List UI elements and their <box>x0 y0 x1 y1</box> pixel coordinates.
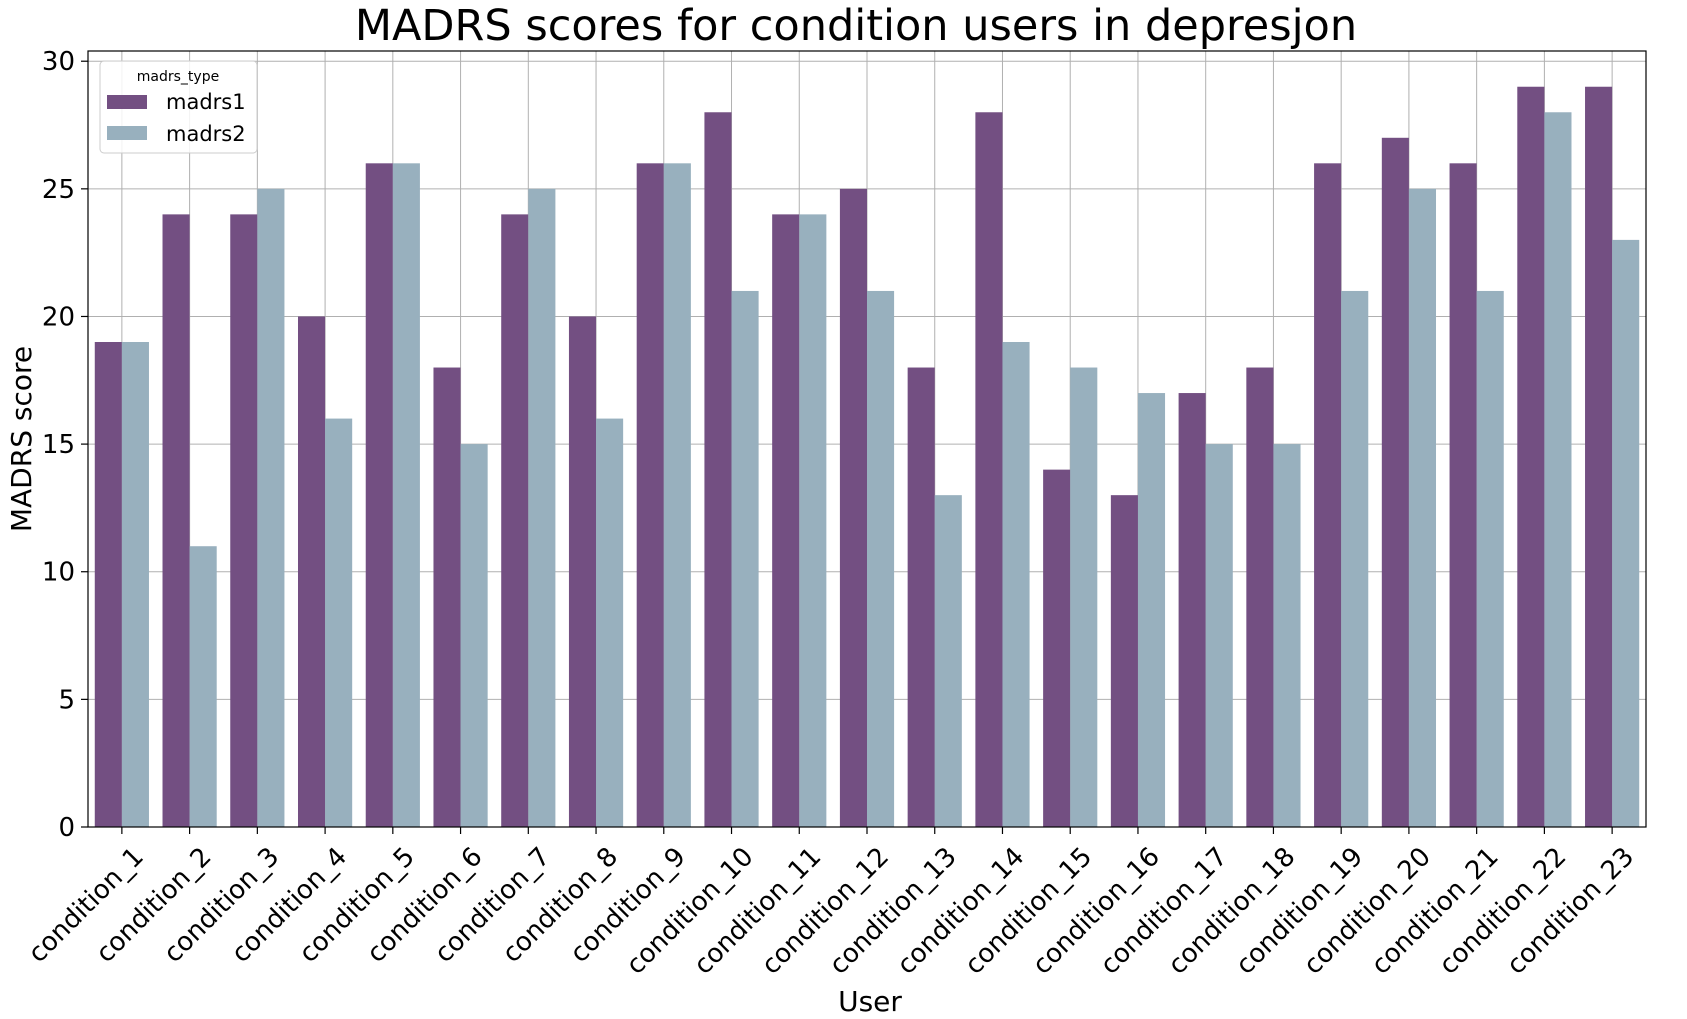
bar-madrs2-condition_10 <box>731 290 759 827</box>
bar-madrs2-condition_14 <box>1002 342 1030 827</box>
bar-madrs2-condition_15 <box>1070 367 1098 827</box>
bar-madrs1-condition_4 <box>297 316 326 827</box>
y-tick-label: 5 <box>58 685 75 715</box>
bar-madrs1-condition_15 <box>1043 469 1071 827</box>
bar-madrs1-condition_23 <box>1585 86 1613 828</box>
bar-madrs2-condition_16 <box>1137 393 1166 827</box>
bar-madrs2-condition_5 <box>392 163 420 827</box>
bar-madrs2-condition_18 <box>1273 444 1301 827</box>
bar-madrs1-condition_22 <box>1517 86 1545 828</box>
bar-madrs2-condition_7 <box>528 188 556 827</box>
bar-madrs2-condition_23 <box>1612 239 1640 828</box>
bar-madrs1-condition_5 <box>365 163 393 827</box>
bar-madrs1-condition_3 <box>230 214 258 828</box>
bar-madrs2-condition_22 <box>1544 112 1572 827</box>
bar-madrs2-condition_2 <box>189 546 217 827</box>
bar-madrs1-condition_18 <box>1246 367 1274 827</box>
bar-madrs2-condition_9 <box>663 163 691 827</box>
bar-madrs1-condition_1 <box>94 342 122 827</box>
bar-madrs1-condition_17 <box>1178 393 1206 827</box>
y-tick-label: 15 <box>42 430 75 460</box>
bar-madrs1-condition_21 <box>1449 163 1477 827</box>
bar-madrs1-condition_8 <box>568 316 597 827</box>
bar-madrs1-condition_13 <box>907 367 935 827</box>
x-axis-ticks: condition_1condition_2condition_3conditi… <box>23 827 1640 981</box>
bar-madrs2-condition_4 <box>325 418 353 827</box>
bar-madrs2-condition_12 <box>867 290 895 827</box>
y-tick-label: 10 <box>42 558 75 588</box>
bar-madrs1-condition_9 <box>636 163 664 827</box>
bar-madrs2-condition_3 <box>257 188 285 827</box>
bar-madrs1-condition_11 <box>772 214 800 828</box>
bar-madrs2-condition_21 <box>1476 290 1504 827</box>
y-tick-label: 0 <box>58 813 75 843</box>
bar-madrs1-condition_12 <box>839 188 867 827</box>
y-tick-label: 20 <box>42 302 75 332</box>
bar-madrs2-condition_19 <box>1341 290 1369 827</box>
bar-madrs2-condition_17 <box>1205 444 1233 827</box>
legend-swatch-madrs2 <box>107 126 147 140</box>
bar-madrs2-condition_6 <box>460 444 488 827</box>
y-axis-label: MADRS score <box>5 346 38 532</box>
bar-madrs1-condition_6 <box>433 367 461 827</box>
x-axis-label: User <box>838 985 902 1018</box>
y-tick-label: 30 <box>42 47 75 77</box>
bar-madrs2-condition_13 <box>934 495 962 827</box>
bar-madrs1-condition_7 <box>501 214 529 828</box>
legend-title: madrs_type <box>137 69 219 85</box>
bar-madrs2-condition_11 <box>799 214 827 828</box>
bar-madrs2-condition_20 <box>1408 188 1437 827</box>
bar-madrs1-condition_19 <box>1314 163 1342 827</box>
legend-swatch-madrs1 <box>107 95 147 109</box>
bar-madrs1-condition_16 <box>1110 495 1138 827</box>
y-tick-label: 25 <box>42 175 75 205</box>
bar-madrs1-condition_14 <box>975 112 1003 827</box>
chart-title: MADRS scores for condition users in depr… <box>355 1 1357 51</box>
legend: madrs_type madrs1 madrs2 <box>99 60 258 154</box>
bar-madrs1-condition_20 <box>1381 137 1409 827</box>
x-tick-label: condition_1 <box>23 842 150 969</box>
legend-label-madrs2: madrs2 <box>166 122 246 146</box>
y-axis-ticks: 0 5 10 15 20 25 30 <box>42 47 88 843</box>
bar-madrs2-condition_8 <box>596 418 624 827</box>
bar-madrs1-condition_2 <box>162 214 190 828</box>
bar-madrs2-condition_1 <box>121 342 149 827</box>
legend-label-madrs1: madrs1 <box>166 90 246 114</box>
bars <box>94 86 1640 828</box>
bar-madrs1-condition_10 <box>704 112 732 827</box>
